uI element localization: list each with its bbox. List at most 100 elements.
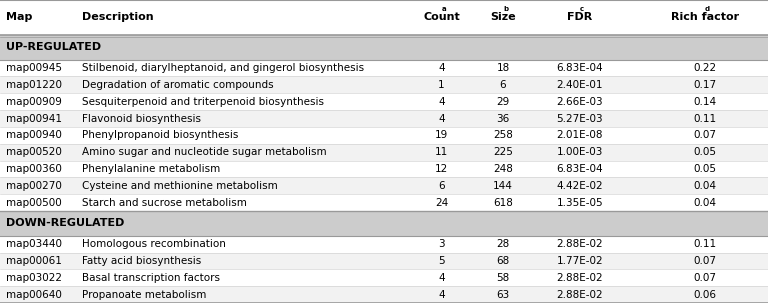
Text: Fatty acid biosynthesis: Fatty acid biosynthesis <box>82 256 201 266</box>
Text: map01220: map01220 <box>6 80 62 90</box>
Text: 24: 24 <box>435 198 449 208</box>
Text: Flavonoid biosynthesis: Flavonoid biosynthesis <box>82 114 201 124</box>
Text: map00270: map00270 <box>6 181 62 191</box>
Text: 4: 4 <box>439 290 445 300</box>
Text: 0.04: 0.04 <box>694 181 717 191</box>
Text: Basal transcription factors: Basal transcription factors <box>82 273 220 283</box>
Text: DOWN-REGULATED: DOWN-REGULATED <box>6 218 124 228</box>
Text: 0.07: 0.07 <box>694 256 717 266</box>
Bar <box>0 35 768 60</box>
Text: Sesquiterpenoid and triterpenoid biosynthesis: Sesquiterpenoid and triterpenoid biosynt… <box>82 97 324 107</box>
Text: 6.83E-04: 6.83E-04 <box>557 164 603 174</box>
Text: 4: 4 <box>439 63 445 73</box>
Bar <box>0 144 768 161</box>
Text: map00945: map00945 <box>6 63 62 73</box>
Bar <box>0 127 768 144</box>
Text: 0.05: 0.05 <box>694 147 717 157</box>
Text: 6.83E-04: 6.83E-04 <box>557 63 603 73</box>
Text: 2.88E-02: 2.88E-02 <box>557 290 603 300</box>
Text: map00061: map00061 <box>6 256 62 266</box>
Text: 1: 1 <box>439 80 445 90</box>
Text: 6: 6 <box>500 80 506 90</box>
Text: 0.06: 0.06 <box>694 290 717 300</box>
Text: Degradation of aromatic compounds: Degradation of aromatic compounds <box>82 80 274 90</box>
Text: b: b <box>503 6 508 12</box>
Text: 63: 63 <box>496 290 510 300</box>
Bar <box>0 269 768 286</box>
Bar <box>0 60 768 76</box>
Bar <box>0 236 768 253</box>
Text: 4: 4 <box>439 273 445 283</box>
Text: 1.77E-02: 1.77E-02 <box>557 256 603 266</box>
Text: c: c <box>580 6 584 12</box>
Text: Stilbenoid, diarylheptanoid, and gingerol biosynthesis: Stilbenoid, diarylheptanoid, and gingero… <box>82 63 364 73</box>
Text: 4: 4 <box>439 97 445 107</box>
Text: 5: 5 <box>439 256 445 266</box>
Bar <box>0 93 768 110</box>
Text: map00940: map00940 <box>6 130 62 140</box>
Text: 68: 68 <box>496 256 510 266</box>
Text: 6: 6 <box>439 181 445 191</box>
Text: 28: 28 <box>496 239 510 249</box>
Text: Cysteine and methionine metabolism: Cysteine and methionine metabolism <box>82 181 278 191</box>
Text: 248: 248 <box>493 164 513 174</box>
Text: 58: 58 <box>496 273 510 283</box>
Text: 2.88E-02: 2.88E-02 <box>557 239 603 249</box>
Text: 19: 19 <box>435 130 449 140</box>
Text: 4.42E-02: 4.42E-02 <box>557 181 603 191</box>
Text: map00909: map00909 <box>6 97 62 107</box>
Text: map00640: map00640 <box>6 290 62 300</box>
Text: 0.11: 0.11 <box>694 114 717 124</box>
Text: 18: 18 <box>496 63 510 73</box>
Text: 0.14: 0.14 <box>694 97 717 107</box>
Text: 1.35E-05: 1.35E-05 <box>557 198 603 208</box>
Bar <box>0 161 768 177</box>
Text: Rich factor: Rich factor <box>671 12 739 22</box>
Text: 144: 144 <box>493 181 513 191</box>
Text: 0.07: 0.07 <box>694 273 717 283</box>
Text: 4: 4 <box>439 114 445 124</box>
Text: map00500: map00500 <box>6 198 62 208</box>
Bar <box>0 253 768 269</box>
Bar <box>0 0 768 35</box>
Bar <box>0 211 768 236</box>
Bar <box>0 286 768 303</box>
Bar <box>0 76 768 93</box>
Text: 2.01E-08: 2.01E-08 <box>557 130 603 140</box>
Text: 258: 258 <box>493 130 513 140</box>
Text: Starch and sucrose metabolism: Starch and sucrose metabolism <box>82 198 247 208</box>
Bar <box>0 194 768 211</box>
Text: map03440: map03440 <box>6 239 62 249</box>
Text: 0.07: 0.07 <box>694 130 717 140</box>
Text: Phenylalanine metabolism: Phenylalanine metabolism <box>82 164 220 174</box>
Text: 12: 12 <box>435 164 449 174</box>
Text: 5.27E-03: 5.27E-03 <box>557 114 603 124</box>
Text: 1.00E-03: 1.00E-03 <box>557 147 603 157</box>
Text: UP-REGULATED: UP-REGULATED <box>6 42 101 52</box>
Text: FDR: FDR <box>568 12 592 22</box>
Text: map00360: map00360 <box>6 164 62 174</box>
Bar <box>0 110 768 127</box>
Text: Phenylpropanoid biosynthesis: Phenylpropanoid biosynthesis <box>82 130 239 140</box>
Text: 0.22: 0.22 <box>694 63 717 73</box>
Text: 11: 11 <box>435 147 449 157</box>
Text: 618: 618 <box>493 198 513 208</box>
Text: 2.40E-01: 2.40E-01 <box>557 80 603 90</box>
Text: Size: Size <box>490 12 516 22</box>
Text: 225: 225 <box>493 147 513 157</box>
Text: 36: 36 <box>496 114 510 124</box>
Bar <box>0 177 768 194</box>
Text: 0.17: 0.17 <box>694 80 717 90</box>
Text: map03022: map03022 <box>6 273 62 283</box>
Text: Map: Map <box>6 12 32 22</box>
Text: 0.05: 0.05 <box>694 164 717 174</box>
Text: 3: 3 <box>439 239 445 249</box>
Text: 0.11: 0.11 <box>694 239 717 249</box>
Text: 0.04: 0.04 <box>694 198 717 208</box>
Text: map00941: map00941 <box>6 114 62 124</box>
Text: Propanoate metabolism: Propanoate metabolism <box>82 290 207 300</box>
Text: 2.66E-03: 2.66E-03 <box>557 97 603 107</box>
Text: a: a <box>442 6 446 12</box>
Text: map00520: map00520 <box>6 147 62 157</box>
Text: 2.88E-02: 2.88E-02 <box>557 273 603 283</box>
